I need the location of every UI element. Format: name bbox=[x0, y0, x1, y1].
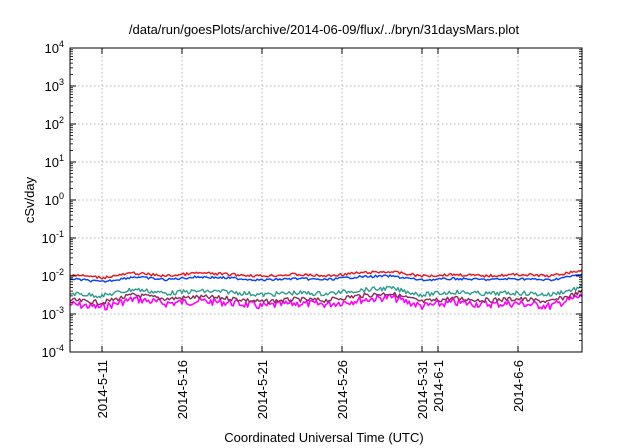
grid-lines bbox=[70, 48, 582, 352]
series-line bbox=[69, 273, 583, 283]
x-tick-label: 2014-5-31 bbox=[415, 360, 430, 419]
y-tick-label: 10-4 bbox=[42, 343, 64, 360]
y-tick-label: 10-3 bbox=[42, 305, 64, 322]
x-tick-label: 2014-5-16 bbox=[175, 360, 190, 419]
x-tick-label: 2014-6-6 bbox=[511, 360, 526, 412]
y-tick-label: 10-2 bbox=[42, 267, 64, 284]
x-axis-label: Coordinated Universal Time (UTC) bbox=[224, 430, 423, 445]
x-tick-label: 2014-5-26 bbox=[335, 360, 350, 419]
axis-ticks: 10-4 10-3 10-2 10-1 100 101 102 103 104 2014-5-11… bbox=[42, 39, 582, 419]
x-tick-label: 2014-5-21 bbox=[255, 360, 270, 419]
x-tick-label: 2014-5-11 bbox=[95, 360, 110, 418]
y-tick-label: 10-1 bbox=[42, 229, 64, 246]
y-tick-label: 102 bbox=[45, 115, 64, 132]
y-tick-label: 101 bbox=[45, 153, 64, 170]
x-tick-label: 2014-6-1 bbox=[431, 360, 446, 412]
series-line bbox=[69, 269, 583, 280]
y-tick-label: 104 bbox=[45, 39, 64, 56]
y-tick-label: 100 bbox=[45, 191, 64, 208]
series-line bbox=[69, 289, 583, 306]
series-group bbox=[69, 269, 583, 311]
chart-title: /data/run/goesPlots/archive/2014-06-09/f… bbox=[129, 22, 520, 37]
y-tick-label: 103 bbox=[45, 77, 64, 94]
y-axis-label: cSv/day bbox=[22, 176, 37, 223]
series-line bbox=[69, 293, 583, 311]
series-line bbox=[69, 284, 583, 299]
